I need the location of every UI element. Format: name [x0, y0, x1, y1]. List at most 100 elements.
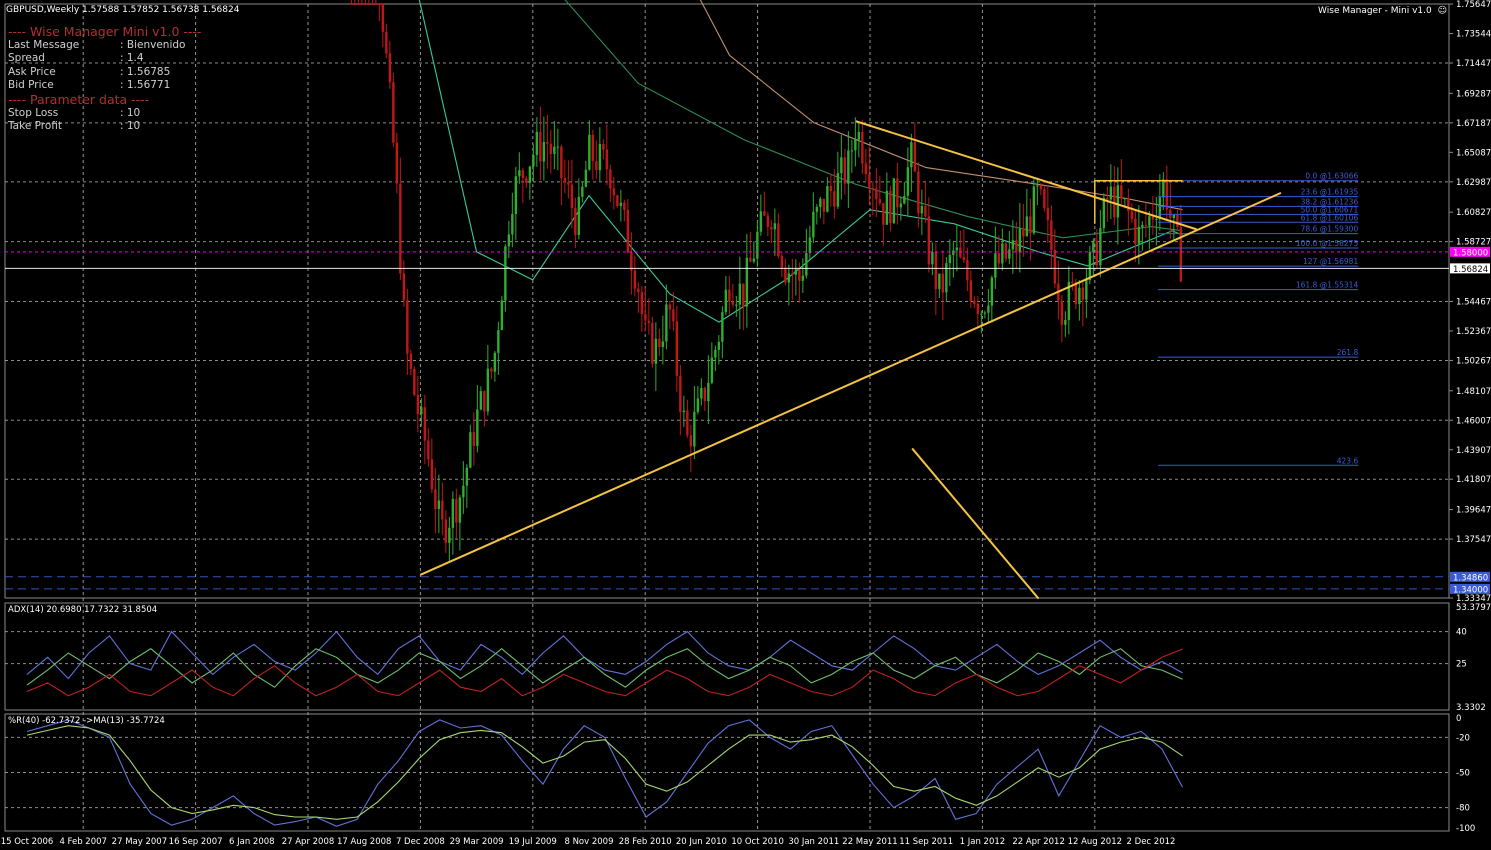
bear-candle: [371, 4, 374, 5]
bull-candle: [1172, 214, 1176, 218]
indicator-series-line: [26, 630, 1183, 680]
y-tick-label: 1.33347: [1456, 594, 1491, 604]
bear-candle: [833, 191, 836, 207]
bear-candle: [1029, 216, 1032, 234]
bear-candle: [549, 143, 553, 154]
bull-candle: [1018, 228, 1022, 253]
moving-average-line: [406, 0, 1182, 322]
bear-candle: [969, 280, 973, 301]
bear-candle: [427, 440, 430, 460]
candlesticks: [350, 0, 1183, 563]
fib-level-label: 423.6: [1337, 456, 1359, 465]
bear-candle: [798, 269, 801, 281]
info-label: Bid Price: [8, 78, 54, 91]
bear-candle: [630, 252, 633, 271]
bull-candle: [738, 283, 742, 305]
moving-average-line: [656, 0, 1183, 210]
bear-candle: [570, 184, 574, 208]
bull-candle: [1158, 197, 1162, 219]
bear-candle: [763, 211, 766, 216]
x-tick-label: 17 Aug 2008: [337, 837, 391, 847]
bull-candle: [1116, 185, 1120, 218]
x-tick-label: 7 Dec 2008: [396, 837, 445, 847]
bear-candle: [595, 161, 598, 171]
bear-candle: [878, 199, 882, 204]
bear-candle: [525, 178, 528, 183]
bull-candle: [756, 231, 759, 259]
price-level-tag: [1450, 583, 1490, 594]
bull-candle: [990, 277, 994, 306]
bear-candle: [1004, 243, 1008, 259]
param-row: Stop Loss: 10: [8, 107, 201, 120]
bull-candle: [808, 237, 812, 254]
bull-candle: [920, 206, 924, 214]
x-tick-label: 4 Feb 2007: [59, 837, 107, 847]
bear-candle: [777, 223, 780, 257]
fib-level-label: 127 @1.56981: [1303, 257, 1358, 266]
bull-candle: [1109, 186, 1113, 200]
bear-candle: [455, 498, 458, 523]
wise-manager-badge[interactable]: Wise Manager - Mini v1.0 ☺: [1318, 6, 1447, 16]
info-row: Spread: 1.4: [8, 52, 201, 65]
bull-candle: [1085, 280, 1088, 300]
trendline: [855, 120, 1197, 231]
bear-candle: [889, 190, 892, 224]
x-tick-label: 2 Dec 2012: [1127, 837, 1176, 847]
trendline: [911, 447, 1040, 600]
bear-candle: [672, 309, 675, 322]
bear-candle: [637, 288, 640, 293]
bear-candle: [861, 132, 864, 164]
y-tick-label: 1.73544: [1456, 30, 1491, 40]
bull-candle: [556, 146, 560, 148]
bull-candle: [462, 485, 465, 498]
param-label: Stop Loss: [8, 107, 59, 120]
bear-candle: [1095, 240, 1099, 266]
bull-candle: [1064, 319, 1067, 325]
bear-candle: [623, 202, 626, 211]
bull-candle: [584, 169, 588, 187]
bull-candle: [1067, 281, 1071, 320]
bull-candle: [805, 253, 808, 276]
price-level-label: 1.56824: [1453, 265, 1488, 275]
bear-candle: [357, 4, 360, 5]
bear-candle: [430, 459, 434, 490]
bull-candle: [840, 157, 843, 174]
bull-candle: [696, 398, 700, 412]
bear-candle: [444, 519, 448, 543]
bear-candle: [409, 353, 413, 369]
bull-candle: [717, 341, 721, 350]
bull-candle: [955, 247, 959, 251]
bull-candle: [815, 206, 819, 212]
bull-candle: [773, 223, 777, 230]
y-tick-label: 1.71447: [1456, 59, 1491, 69]
bear-candle: [560, 146, 563, 179]
indicator-series-line: [26, 647, 1183, 688]
bull-candle: [910, 142, 913, 168]
info-label: Last Message: [8, 39, 80, 51]
fib-level-label: 261.8: [1337, 348, 1359, 357]
indicator-y-label: -100: [1456, 824, 1475, 834]
bull-candle: [654, 338, 658, 364]
bear-candle: [640, 292, 644, 315]
bull-candle: [504, 246, 507, 301]
bear-candle: [472, 432, 476, 446]
indicator-y-label: -20: [1456, 733, 1470, 743]
bear-candle: [668, 304, 672, 310]
bear-candle: [360, 4, 364, 5]
y-tick-label: 1.52367: [1456, 327, 1491, 337]
indicator-y-label: 0: [1456, 714, 1461, 724]
fib-level-label: 100.0 @1.58275: [1296, 239, 1359, 248]
y-tick-label: 1.43907: [1456, 446, 1491, 456]
bull-candle: [469, 432, 472, 468]
bear-candle: [829, 186, 833, 192]
y-tick-label: 1.54467: [1456, 297, 1491, 307]
x-tick-label: 27 Apr 2008: [282, 837, 335, 847]
parameter-title: ---- Parameter data ----: [8, 92, 150, 108]
indicator-series-line: [26, 719, 1184, 827]
bear-candle: [917, 171, 920, 214]
bear-candle: [966, 259, 969, 281]
indicator-y-label: 53.3797: [1456, 603, 1491, 613]
x-tick-label: 6 Jan 2008: [229, 837, 275, 847]
